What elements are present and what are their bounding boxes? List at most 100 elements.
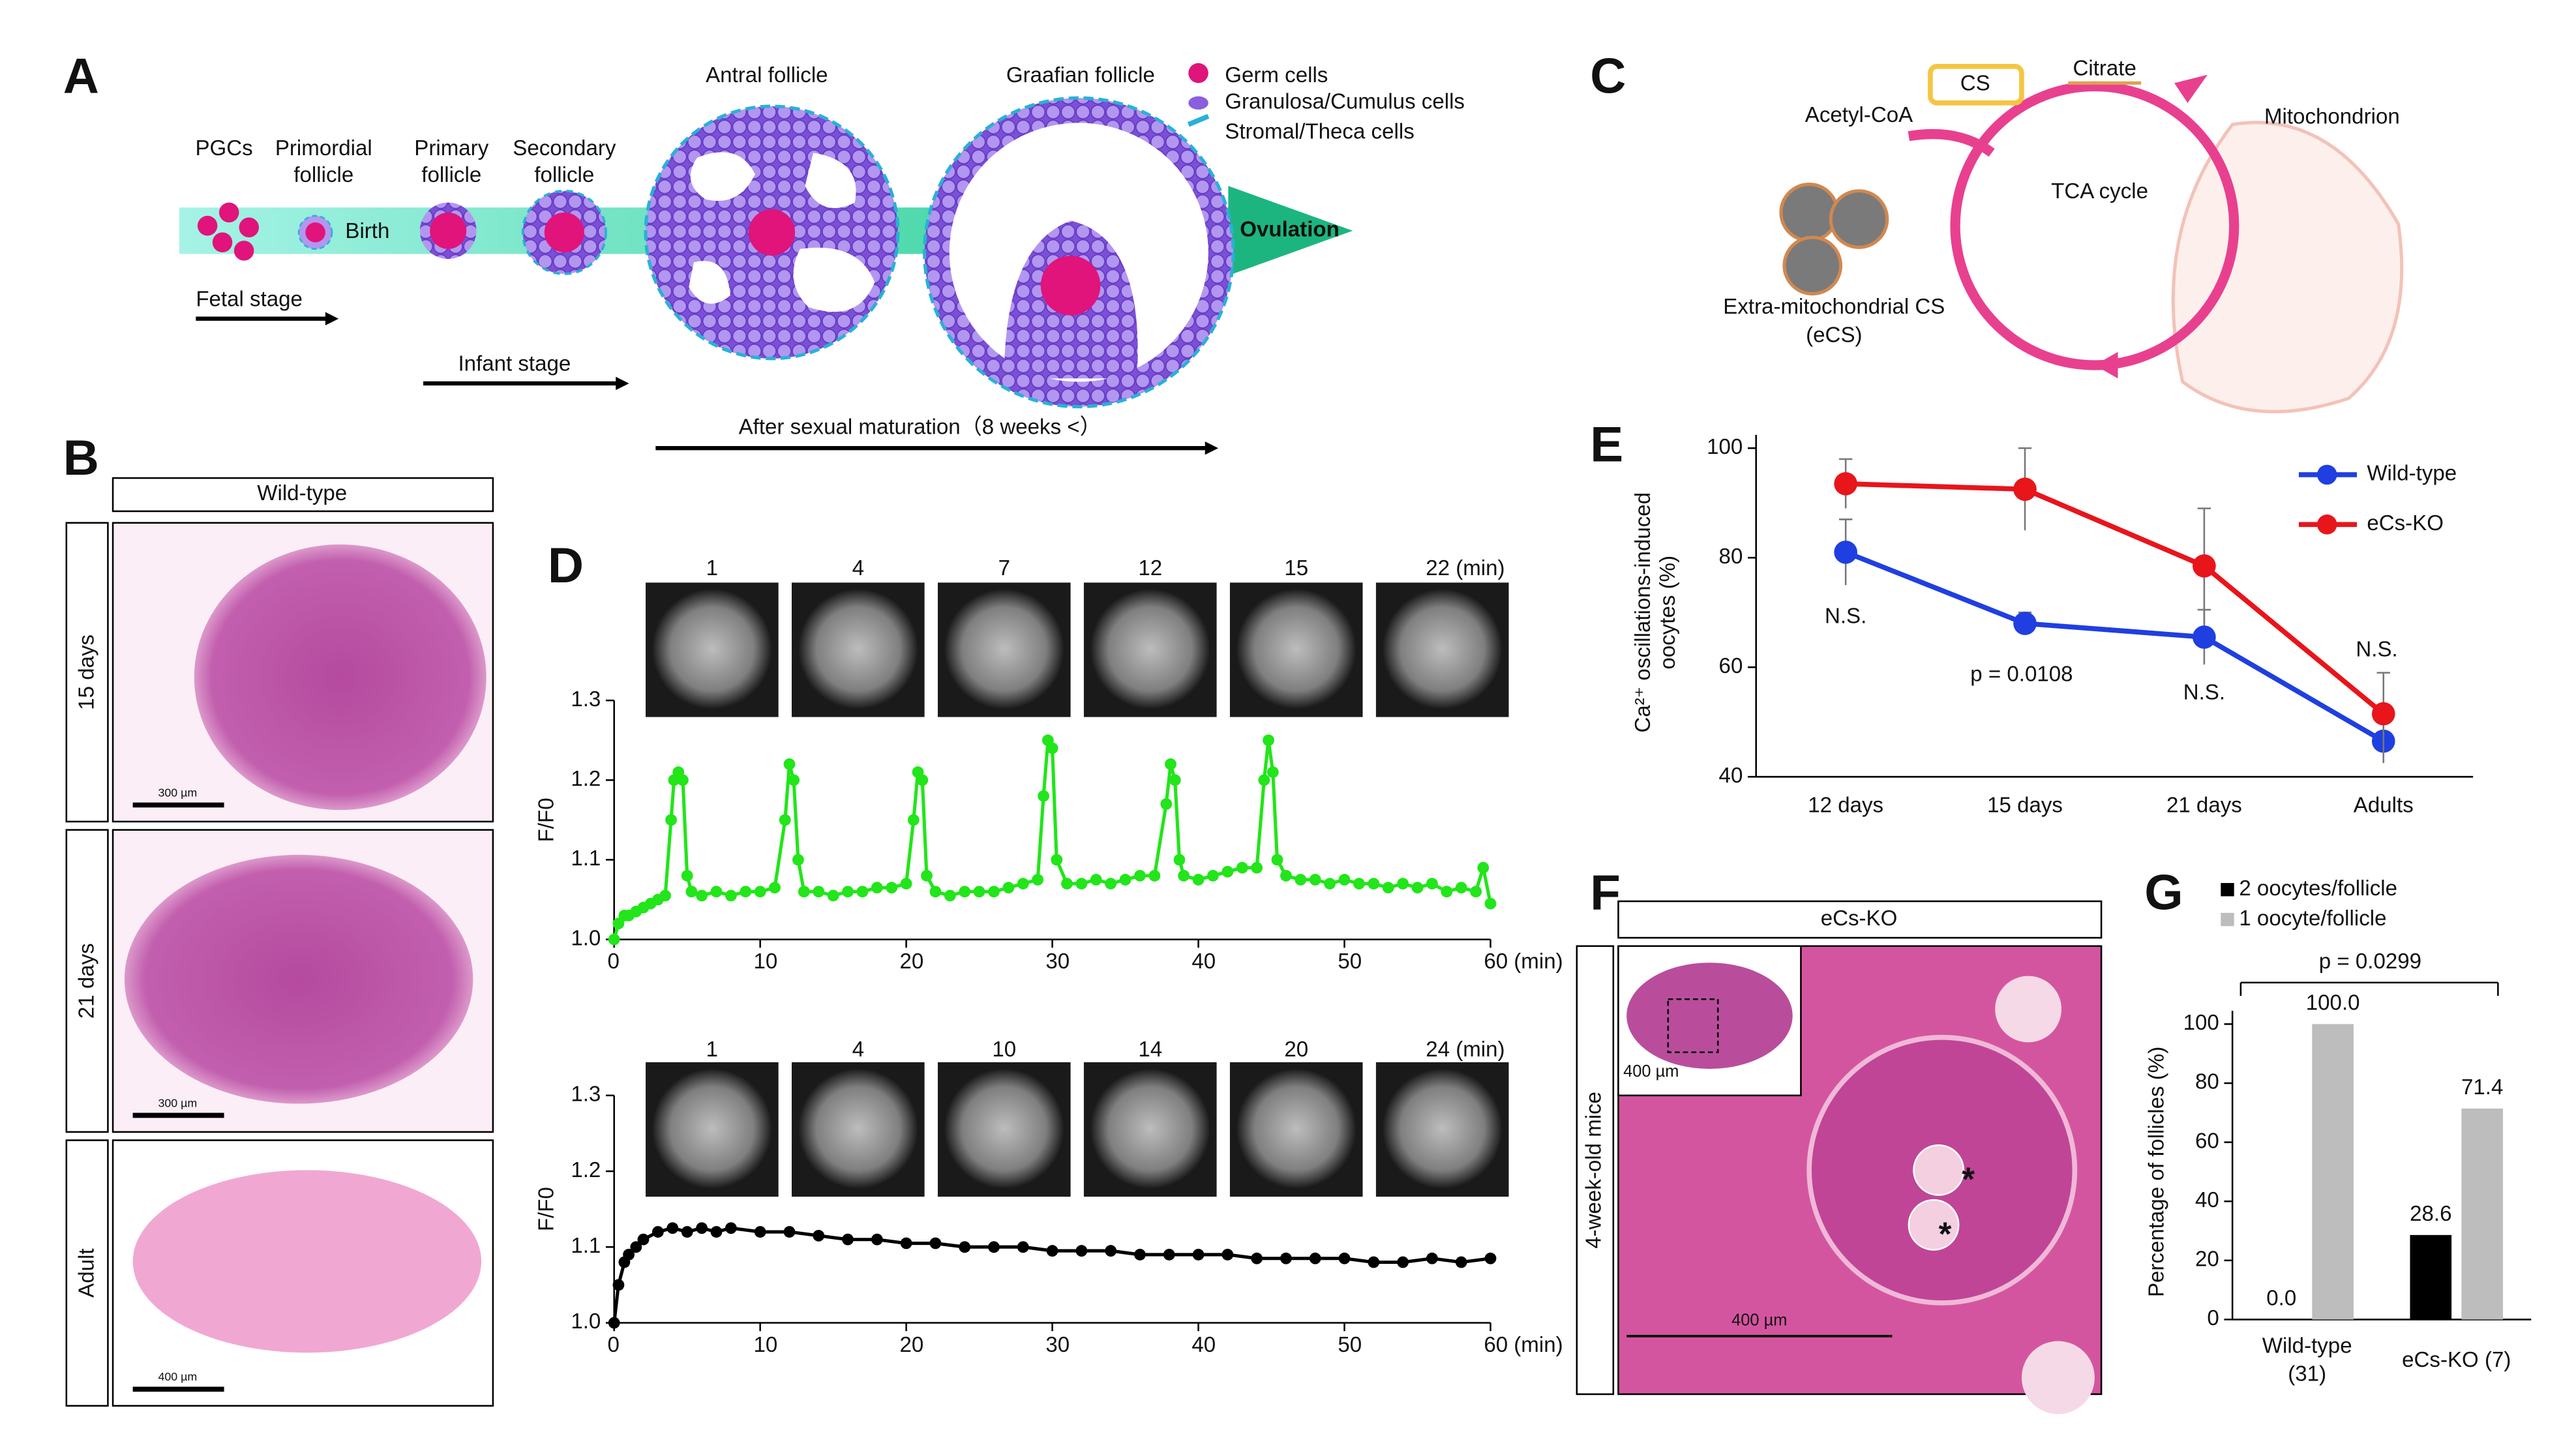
oocyte-image (944, 1069, 1064, 1189)
point (1051, 854, 1063, 866)
header: Wild-type (257, 481, 347, 505)
point (1834, 472, 1857, 496)
y-tick-label: 1.1 (571, 1234, 601, 1258)
line (612, 1226, 1491, 1323)
row-box (1576, 945, 1615, 1396)
value-label: 100.0 (2306, 991, 2360, 1015)
stage-label: Primary follicle (414, 136, 488, 187)
substrate: Acetyl-CoA (1805, 103, 1913, 127)
point (1134, 869, 1146, 882)
point (2193, 554, 2216, 578)
legend-marker (2316, 515, 2337, 535)
header-box (1617, 900, 2103, 939)
stage-label: Graafian follicle (1006, 63, 1155, 87)
y-tick-label: 80 (2195, 1070, 2219, 1094)
organelle: Mitochondrion (2264, 104, 2400, 128)
scale-bars (132, 802, 224, 1392)
oocyte (544, 212, 584, 252)
legend-label: 2 oocytes/follicle (2239, 876, 2397, 901)
x-tick-label: 60 (min) (1484, 1333, 1563, 1357)
y-tick-label: 1.3 (571, 1083, 601, 1107)
point (871, 1233, 883, 1246)
frame-label: 4 (852, 556, 864, 580)
point (1280, 1252, 1292, 1264)
point (988, 886, 1000, 898)
point (779, 814, 791, 826)
point (973, 886, 985, 898)
point (1455, 882, 1467, 894)
product: Citrate (2073, 57, 2136, 81)
x-tick-label: 20 (899, 949, 923, 974)
follicle (2021, 1341, 2095, 1414)
point (813, 886, 825, 898)
y-tick-label: 60 (2195, 1129, 2219, 1153)
point (740, 886, 752, 898)
point (1046, 742, 1058, 754)
ovary-image (132, 1170, 482, 1353)
point (1484, 1252, 1497, 1264)
point (1368, 878, 1380, 889)
oocyte-image (1090, 589, 1210, 709)
point (659, 889, 671, 902)
oocyte-image (1236, 589, 1356, 709)
annotation: p = 0.0108 (1970, 663, 2073, 687)
y-axis-label: F/F0 (535, 798, 559, 842)
x-tick-label: eCs-KO (7) (2402, 1348, 2511, 1372)
panel-label: E (1590, 417, 1623, 472)
point (1295, 874, 1307, 886)
y-axis-label: F/F0 (535, 1187, 559, 1231)
x-tick-label: 40 (1191, 949, 1216, 974)
oocyte-image (798, 1069, 918, 1189)
oocyte (1908, 1199, 1960, 1251)
point (666, 1222, 679, 1234)
scale-label: 400 µm (1623, 1062, 1679, 1081)
panel-label: F (1590, 865, 1621, 921)
point (623, 1248, 635, 1261)
line (1844, 550, 2385, 743)
legend-label: eCs-KO (2367, 511, 2444, 535)
legend-label: Granulosa/Cumulus cells (1225, 90, 1465, 114)
point (2193, 625, 2216, 649)
point (1263, 734, 1274, 747)
point (681, 1226, 693, 1238)
frame-label: 22 (min) (1426, 556, 1505, 580)
point (1426, 878, 1438, 889)
scale-label: 400 µm (1731, 1311, 1787, 1330)
oocyte-image (652, 589, 772, 709)
frame-label: 15 (1284, 556, 1308, 580)
header: eCs-KO (1821, 906, 1898, 931)
frame-label: 14 (1138, 1038, 1162, 1062)
y-tick-label: 1.1 (571, 846, 601, 871)
point (696, 1222, 708, 1234)
point (1411, 882, 1424, 894)
value-label: 71.4 (2461, 1075, 2503, 1099)
x-tick-label: 12 days (1808, 794, 1883, 818)
point (1338, 874, 1351, 886)
x-tick-label: 10 (753, 949, 777, 974)
point (769, 882, 781, 894)
bar (2410, 1234, 2452, 1320)
point (1163, 1248, 1175, 1261)
oocyte-image (652, 1069, 772, 1189)
point (608, 1317, 620, 1329)
follicle (1995, 976, 2062, 1043)
y-axis-label: Ca²⁺ oscillations-inducedoocytes (%) (1631, 492, 1680, 733)
x-tick-label: 30 (1045, 1333, 1070, 1357)
point (1397, 878, 1409, 889)
point (1061, 878, 1073, 889)
x-tick-label: 0 (608, 1333, 620, 1357)
point (1192, 1248, 1205, 1261)
point (886, 882, 898, 894)
y-tick-label: 40 (2195, 1188, 2219, 1212)
antral-cavities (689, 152, 875, 312)
point (1266, 766, 1279, 778)
point (1017, 1241, 1029, 1253)
point (1426, 1252, 1438, 1264)
point (1075, 878, 1088, 889)
value-label: 0.0 (2266, 1287, 2296, 1311)
point (788, 774, 800, 786)
point (725, 1222, 737, 1234)
point (1178, 869, 1190, 882)
ovulation-label: Ovulation (1240, 218, 1340, 242)
oocyte (1040, 256, 1101, 316)
